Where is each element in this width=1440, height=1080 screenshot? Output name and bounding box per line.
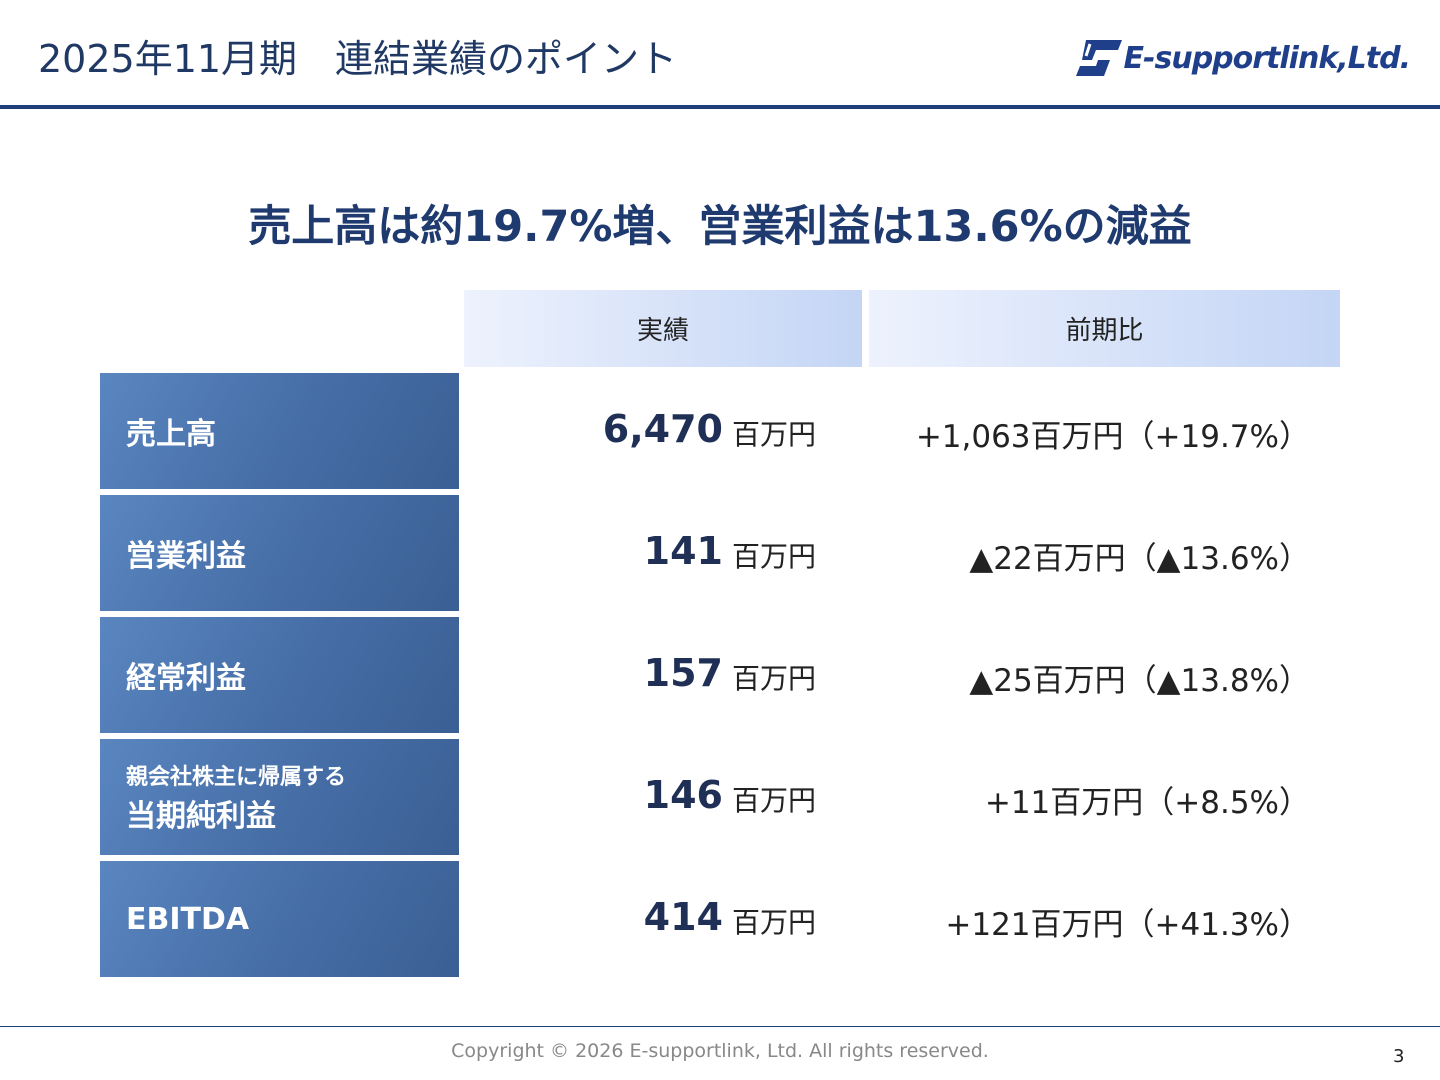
- row-label-line: 親会社株主に帰属する: [126, 765, 347, 790]
- change: ▲22百万円（▲13.6%）: [969, 541, 1310, 577]
- slide-title: 2025年11月期 連結業績のポイント: [38, 37, 678, 81]
- value: 157: [643, 651, 723, 695]
- change: ▲25百万円（▲13.8%）: [969, 663, 1310, 699]
- footer-rule: [0, 1026, 1440, 1027]
- unit: 百万円: [732, 784, 817, 817]
- value: 146: [643, 773, 723, 817]
- column-header: 前期比: [869, 290, 1340, 367]
- change: +121百万円（+41.3%）: [945, 907, 1310, 943]
- logo-icon: [1075, 40, 1122, 76]
- row-label-line: 当期純利益: [126, 799, 276, 834]
- row-label: 営業利益: [100, 495, 459, 611]
- headline: 売上高は約19.7%増、営業利益は13.6%の減益: [248, 202, 1192, 252]
- value: 414: [643, 895, 723, 939]
- row-label: 経常利益: [100, 617, 459, 733]
- row-label: 売上高: [100, 373, 459, 489]
- page-number: 3: [1393, 1046, 1405, 1067]
- unit: 百万円: [732, 418, 817, 451]
- row-label: 親会社株主に帰属する当期純利益: [100, 739, 459, 855]
- row-label: EBITDA: [100, 861, 459, 977]
- row-label-line: EBITDA: [126, 901, 250, 937]
- unit: 百万円: [732, 662, 817, 695]
- value: 6,470: [602, 407, 723, 451]
- column-header: 実績: [464, 290, 862, 367]
- change: +11百万円（+8.5%）: [984, 785, 1310, 821]
- row-label-line: 営業利益: [126, 539, 246, 574]
- unit: 百万円: [732, 540, 817, 573]
- value: 141: [643, 529, 723, 573]
- header-rule: [0, 105, 1440, 109]
- row-label-line: 売上高: [126, 417, 216, 452]
- logo-text: E-supportlink,Ltd.: [1123, 40, 1411, 76]
- logo: E-supportlink,Ltd.: [1075, 36, 1411, 80]
- change: +1,063百万円（+19.7%）: [915, 419, 1310, 455]
- row-label-line: 経常利益: [126, 661, 246, 696]
- unit: 百万円: [732, 906, 817, 939]
- copyright: Copyright © 2026 E-supportlink, Ltd. All…: [451, 1040, 989, 1062]
